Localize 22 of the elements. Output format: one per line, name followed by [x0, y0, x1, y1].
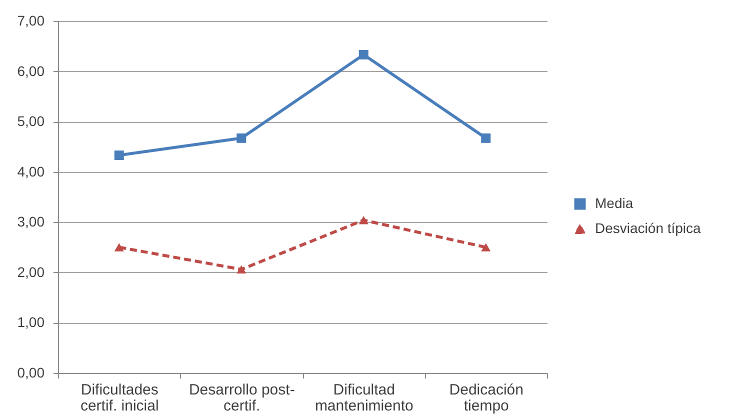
y-tick-label: 3,00	[17, 214, 45, 230]
point	[236, 265, 246, 274]
y-tick-label: 7,00	[17, 12, 45, 28]
y-tick-label: 6,00	[17, 62, 45, 79]
y-tick-label: 5,00	[17, 113, 45, 130]
point	[114, 243, 124, 252]
x-tick-label: Desarrollo post-certif.	[188, 382, 295, 414]
point	[481, 243, 491, 252]
y-tick-label: 1,00	[17, 314, 45, 330]
point	[481, 133, 491, 143]
y-tick-label: 2,00	[17, 264, 45, 280]
point	[358, 50, 368, 60]
y-tick-label: 4,00	[17, 163, 45, 180]
point	[114, 150, 124, 160]
point	[358, 216, 368, 224]
point	[236, 133, 246, 143]
y-tick-label: 0,00	[17, 364, 45, 380]
x-tick-label: Dificultades certif. inicial	[80, 382, 159, 414]
x-tick-label: Dificultad mantenimiento	[314, 382, 414, 414]
legend-label: Media	[595, 195, 634, 211]
x-tick-label: Dedicación tiempo	[449, 382, 524, 414]
legend-label: Desviación típica	[595, 220, 702, 236]
